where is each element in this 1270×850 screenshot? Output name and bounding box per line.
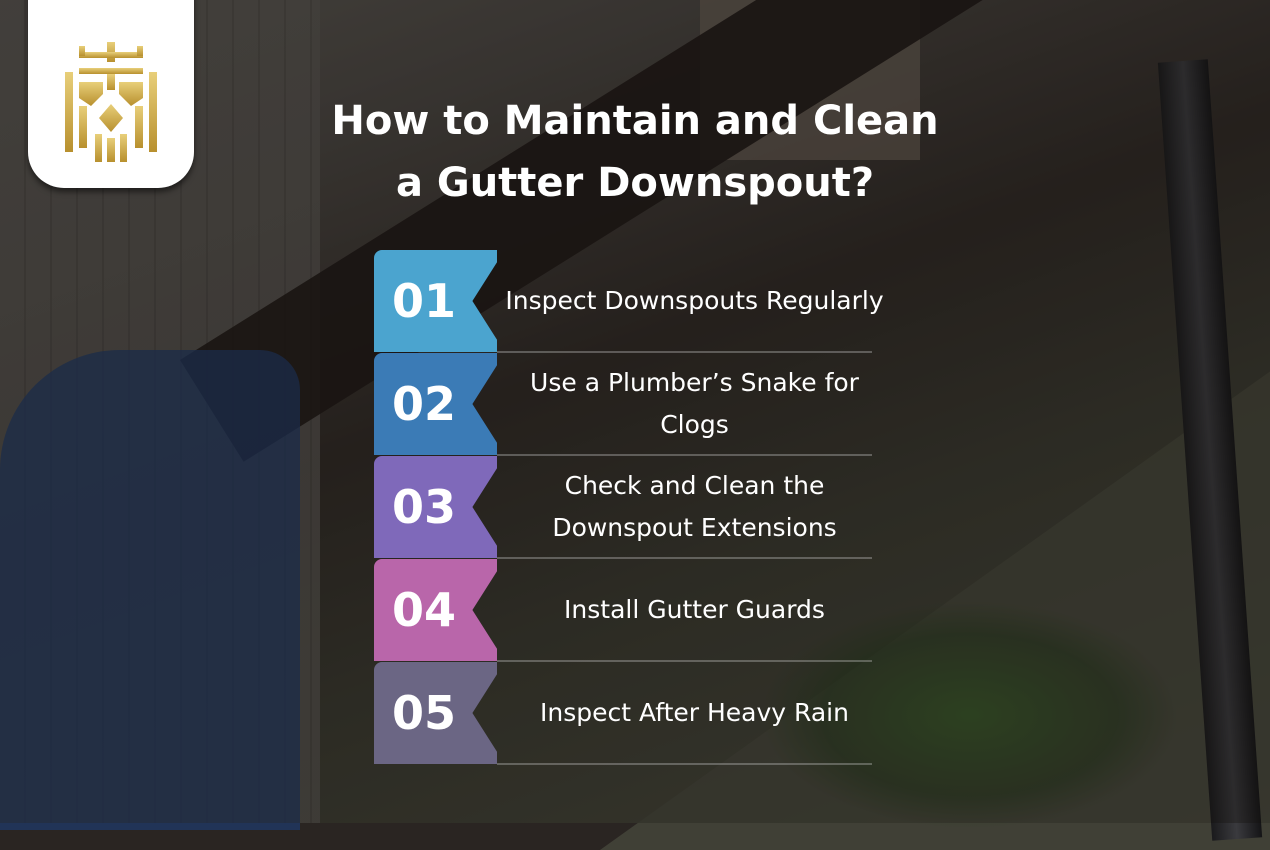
step-number: 01: [391, 274, 456, 328]
step-item: 04 Install Gutter Guards: [374, 559, 874, 662]
logo: [28, 0, 194, 188]
step-item: 03 Check and Clean the Downspout Extensi…: [374, 456, 874, 559]
step-number: 03: [391, 480, 456, 534]
divider: [497, 351, 872, 353]
divider: [497, 557, 872, 559]
divider: [497, 763, 872, 765]
step-label: Check and Clean the Downspout Extensions: [552, 471, 837, 542]
step-label: Use a Plumber’s Snake for Clogs: [530, 368, 859, 439]
step-item: 01 Inspect Downspouts Regularly: [374, 250, 884, 353]
step-label: Inspect After Heavy Rain: [540, 698, 849, 727]
step-number: 02: [391, 377, 456, 431]
page-title: How to Maintain and Clean a Gutter Downs…: [331, 98, 939, 206]
step-number: 04: [391, 583, 456, 637]
step-label: Inspect Downspouts Regularly: [505, 286, 884, 315]
divider: [497, 454, 872, 456]
divider: [497, 660, 872, 662]
step-label: Install Gutter Guards: [564, 595, 825, 624]
step-item: 02 Use a Plumber’s Snake for Clogs: [374, 353, 874, 456]
step-number: 05: [391, 686, 456, 740]
crown-shield-logo-icon: [65, 42, 157, 162]
step-item: 05 Inspect After Heavy Rain: [374, 662, 874, 765]
